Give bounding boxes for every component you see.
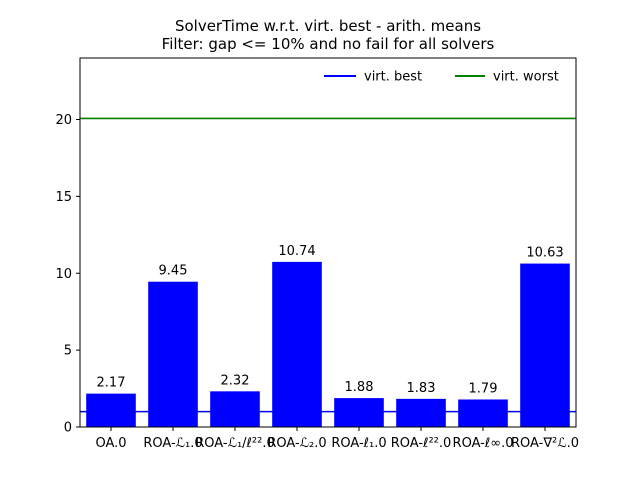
y-tick-label-0: 0 bbox=[64, 421, 72, 436]
bar-4 bbox=[334, 398, 384, 427]
x-tick-label-6: ROA-ℓ∞.0 bbox=[453, 436, 514, 451]
bar-7 bbox=[520, 263, 570, 427]
bar-5 bbox=[396, 398, 446, 427]
bar-1 bbox=[148, 281, 198, 427]
data-label-2: 2.32 bbox=[221, 373, 250, 388]
x-tick-label-1: ROA-ℒ₁.0 bbox=[143, 436, 202, 451]
bar-2 bbox=[210, 391, 260, 427]
legend-label-0: virt. best bbox=[364, 70, 422, 85]
x-tick-label-2: ROA-ℒ₁/ℓ²².0 bbox=[195, 436, 275, 451]
data-label-1: 9.45 bbox=[159, 264, 188, 279]
data-label-3: 10.74 bbox=[278, 244, 315, 259]
y-tick-label-2: 10 bbox=[55, 267, 72, 282]
y-tick-label-1: 5 bbox=[64, 344, 72, 359]
chart-subtitle: Filter: gap <= 10% and no fail for all s… bbox=[162, 35, 495, 53]
y-tick-label-3: 15 bbox=[55, 190, 72, 205]
data-label-0: 2.17 bbox=[97, 376, 126, 391]
bar-0 bbox=[86, 393, 136, 427]
x-tick-label-4: ROA-ℓ₁.0 bbox=[331, 436, 386, 451]
x-tick-label-3: ROA-ℒ₂.0 bbox=[267, 436, 326, 451]
data-label-4: 1.88 bbox=[345, 380, 374, 395]
x-tick-label-0: OA.0 bbox=[95, 436, 126, 451]
data-label-5: 1.83 bbox=[407, 381, 436, 396]
chart-title: SolverTime w.r.t. virt. best - arith. me… bbox=[175, 17, 481, 35]
x-tick-label-7: ROA-∇²ℒ.0 bbox=[511, 436, 579, 451]
axes-frame bbox=[79, 57, 577, 428]
bar-6 bbox=[458, 399, 508, 427]
legend-label-1: virt. worst bbox=[493, 70, 559, 85]
x-tick-label-5: ROA-ℓ²².0 bbox=[391, 436, 452, 451]
plot-area: 2.17 9.45 2.32 10.74 1.88 1.83 1.79 10.63 0 5 10 15… bbox=[55, 57, 579, 451]
y-tick-label-4: 20 bbox=[55, 113, 72, 128]
data-label-6: 1.79 bbox=[469, 381, 498, 396]
data-label-7: 10.63 bbox=[526, 246, 563, 261]
bar-3 bbox=[272, 261, 322, 427]
